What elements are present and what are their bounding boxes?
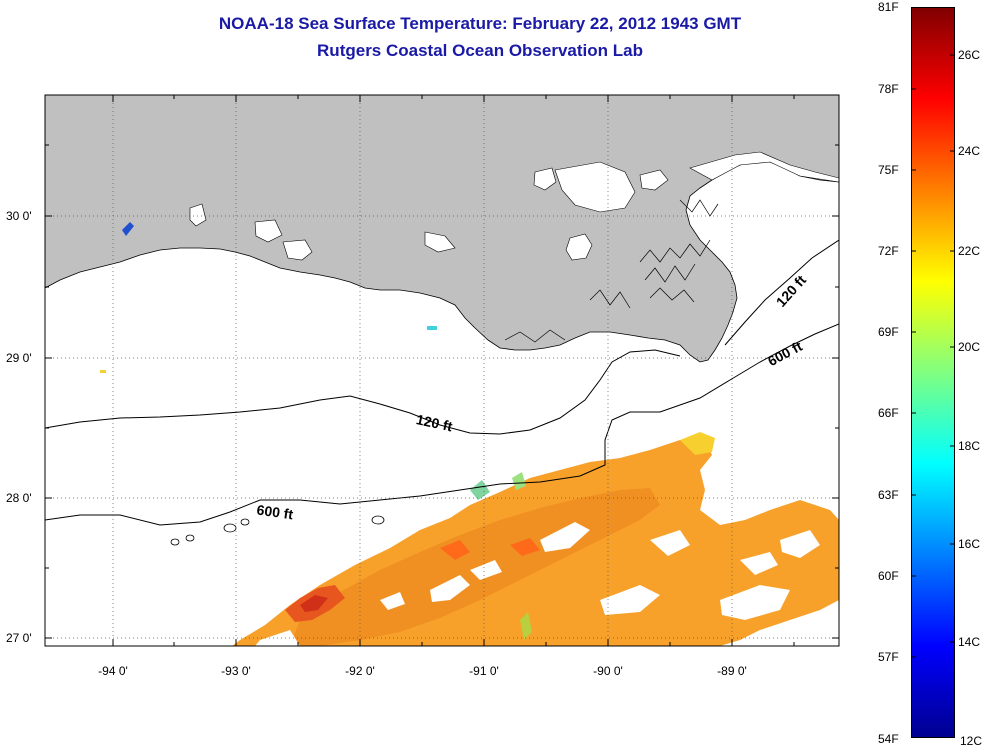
map-frame xyxy=(44,94,840,647)
sst-speck xyxy=(427,326,437,330)
lon-tick-label: -93 0' xyxy=(221,664,251,678)
axis-ticks xyxy=(45,95,839,646)
colorbar-f-label: 78F xyxy=(878,82,899,96)
lon-tick-label: -89 0' xyxy=(717,664,747,678)
colorbar-f-label: 60F xyxy=(878,569,899,583)
colorbar-f-label: 63F xyxy=(878,488,899,502)
map-subtitle: Rutgers Coastal Ocean Observation Lab xyxy=(317,41,643,60)
sst-observation xyxy=(232,432,839,646)
colorbar xyxy=(911,7,955,738)
colorbar-c-label: 26C xyxy=(958,48,981,62)
lat-tick-label: 29 0' xyxy=(6,351,32,365)
lat-tick-label: 27 0' xyxy=(6,631,32,645)
colorbar-c-label: 20C xyxy=(958,340,981,354)
lon-tick-label: -94 0' xyxy=(98,664,128,678)
contour-120ft-west xyxy=(45,349,681,435)
sst-speck xyxy=(122,222,134,236)
colorbar-f-label: 69F xyxy=(878,325,899,339)
colorbar-f-label: 66F xyxy=(878,406,899,420)
colorbar-f-label: 81F xyxy=(878,0,899,14)
delta-marsh xyxy=(504,199,719,343)
colorbar-c-label: 16C xyxy=(958,537,981,551)
contour-600ft-west xyxy=(45,323,839,526)
lat-tick-label: 28 0' xyxy=(6,491,32,505)
map-title: NOAA-18 Sea Surface Temperature: Februar… xyxy=(218,14,742,33)
colorbar-c-label: 12C xyxy=(960,734,983,748)
colorbar-c-label: 22C xyxy=(958,244,981,258)
colorbar-c-label: 18C xyxy=(958,439,981,453)
contour-label: 120 ft xyxy=(415,411,454,434)
colorbar-f-label: 54F xyxy=(878,732,899,746)
lon-tick-label: -90 0' xyxy=(593,664,623,678)
colorbar-c-label: 14C xyxy=(958,635,981,649)
lat-tick-label: 30 0' xyxy=(6,209,32,223)
inland-water xyxy=(189,151,839,261)
lon-tick-label: -91 0' xyxy=(469,664,499,678)
colorbar-c-label: 24C xyxy=(958,144,981,158)
colorbar-f-label: 57F xyxy=(878,650,899,664)
contour-label: 600 ft xyxy=(256,501,295,522)
colorbar-f-label: 72F xyxy=(878,244,899,258)
sst-speck xyxy=(100,370,106,373)
land-mass xyxy=(45,95,839,363)
contour-small-rings xyxy=(170,515,385,546)
colorbar-ticks xyxy=(911,54,955,658)
lon-tick-label: -92 0' xyxy=(345,664,375,678)
lat-gridlines xyxy=(45,215,839,639)
colorbar-f-label: 75F xyxy=(878,163,899,177)
contour-120ft-east xyxy=(724,239,839,346)
